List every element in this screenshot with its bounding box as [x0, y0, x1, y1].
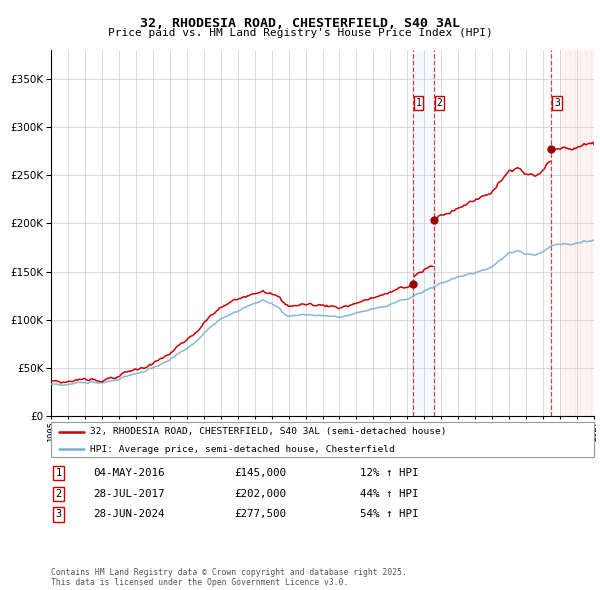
Text: 2: 2 — [437, 98, 442, 108]
Text: 32, RHODESIA ROAD, CHESTERFIELD, S40 3AL: 32, RHODESIA ROAD, CHESTERFIELD, S40 3AL — [140, 17, 460, 30]
Text: 3: 3 — [554, 98, 560, 108]
Text: 1: 1 — [416, 98, 422, 108]
Bar — [413, 50, 434, 416]
Text: £145,000: £145,000 — [234, 468, 286, 478]
Text: HPI: Average price, semi-detached house, Chesterfield: HPI: Average price, semi-detached house,… — [90, 445, 395, 454]
Text: 3: 3 — [56, 510, 62, 519]
FancyBboxPatch shape — [51, 422, 594, 457]
Text: 44% ↑ HPI: 44% ↑ HPI — [360, 489, 419, 499]
Text: 54% ↑ HPI: 54% ↑ HPI — [360, 510, 419, 519]
Text: £202,000: £202,000 — [234, 489, 286, 499]
Text: Contains HM Land Registry data © Crown copyright and database right 2025.
This d: Contains HM Land Registry data © Crown c… — [51, 568, 407, 587]
Bar — [560, 50, 594, 416]
Text: 04-MAY-2016: 04-MAY-2016 — [93, 468, 164, 478]
Text: 12% ↑ HPI: 12% ↑ HPI — [360, 468, 419, 478]
Text: 28-JUN-2024: 28-JUN-2024 — [93, 510, 164, 519]
Text: 32, RHODESIA ROAD, CHESTERFIELD, S40 3AL (semi-detached house): 32, RHODESIA ROAD, CHESTERFIELD, S40 3AL… — [90, 427, 446, 436]
Text: Price paid vs. HM Land Registry's House Price Index (HPI): Price paid vs. HM Land Registry's House … — [107, 28, 493, 38]
Text: £277,500: £277,500 — [234, 510, 286, 519]
Text: 2: 2 — [56, 489, 62, 499]
Text: 28-JUL-2017: 28-JUL-2017 — [93, 489, 164, 499]
Text: 1: 1 — [56, 468, 62, 478]
